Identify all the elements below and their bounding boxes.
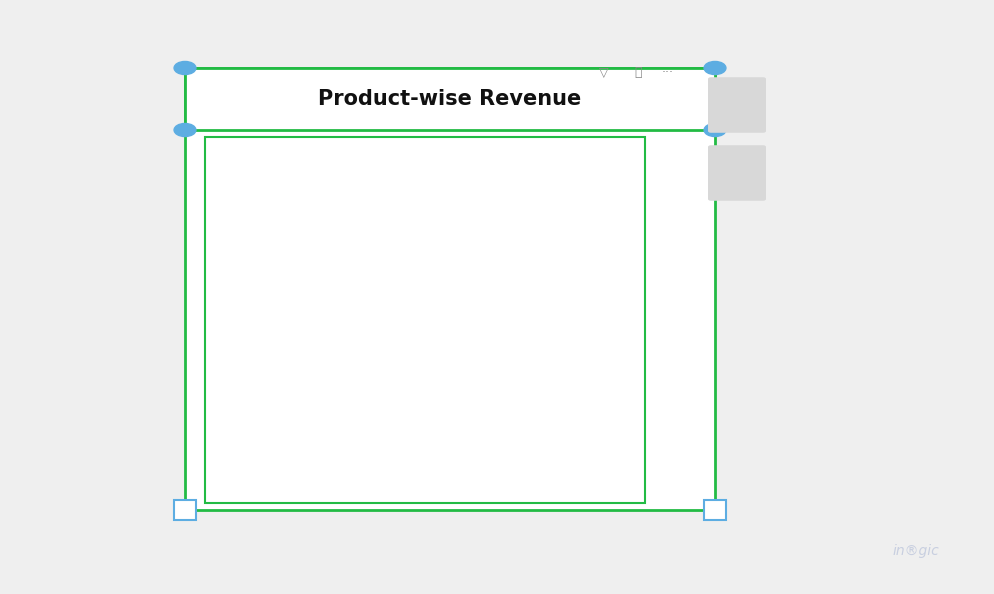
Text: +: +	[739, 173, 746, 184]
Text: 0.02M: 0.02M	[375, 340, 409, 350]
Text: 0.02M: 0.02M	[375, 263, 409, 273]
Text: Cisco TelePresen...: Cisco TelePresen...	[228, 425, 331, 435]
Bar	[334, 157, 538, 172]
Text: HON 5400 Serie...: HON 5400 Serie...	[232, 315, 331, 325]
Text: Honeywell Envir...: Honeywell Envir...	[232, 452, 331, 462]
Text: 0.11M: 0.11M	[541, 160, 576, 169]
Bar	[334, 339, 372, 353]
Text: ▽: ▽	[599, 67, 608, 80]
Bar	[725, 107, 730, 117]
Bar	[732, 99, 737, 117]
Bar	[334, 416, 372, 430]
Text: Canon PC1060 P...: Canon PC1060 P...	[231, 369, 331, 380]
Bar	[334, 209, 390, 223]
Bar	[334, 287, 372, 301]
Bar	[334, 312, 372, 327]
Text: 0.02M: 0.02M	[375, 418, 409, 428]
Text: Ibico EPK-21 Ele...: Ibico EPK-21 Ele...	[233, 287, 331, 297]
Bar	[334, 261, 372, 275]
Text: 0.02M: 0.02M	[375, 470, 409, 480]
Text: Product-wise Revenue: Product-wise Revenue	[318, 89, 581, 109]
Text: ···: ···	[662, 67, 674, 80]
Bar	[334, 442, 372, 456]
Text: GBC DocuBind T...: GBC DocuBind T...	[231, 260, 331, 270]
Text: 3D Systems Cub...: 3D Systems Cub...	[229, 342, 331, 352]
Text: 0.02M: 0.02M	[375, 289, 409, 299]
Text: Canon imageCL...: Canon imageCL...	[233, 150, 331, 160]
Text: ⤢: ⤢	[634, 67, 642, 80]
Text: Fellowes PB500 ...: Fellowes PB500 ...	[231, 178, 331, 187]
Text: 0.03M: 0.03M	[393, 211, 427, 221]
Bar	[334, 235, 390, 249]
Text: Samsung Galaxy...: Samsung Galaxy...	[228, 479, 331, 489]
Text: 0.04M: 0.04M	[412, 185, 445, 195]
Text: HP Designjet T5...: HP Designjet T5...	[232, 232, 331, 242]
Text: in®gic: in®gic	[892, 544, 939, 558]
Bar	[334, 468, 372, 482]
Text: 0.02M: 0.02M	[375, 444, 409, 454]
Bar	[739, 109, 744, 117]
Text: 0.02M: 0.02M	[375, 315, 409, 325]
Text: GBC Ibimaster 5...: GBC Ibimaster 5...	[230, 397, 331, 407]
Bar	[334, 364, 372, 378]
Bar	[334, 390, 372, 405]
Text: 0.03M: 0.03M	[393, 237, 427, 247]
Text: 0.02M: 0.02M	[375, 366, 409, 377]
Text: 0.02M: 0.02M	[375, 392, 409, 402]
Bar	[334, 184, 409, 197]
Text: Hewlett Packard ...: Hewlett Packard ...	[227, 205, 331, 215]
